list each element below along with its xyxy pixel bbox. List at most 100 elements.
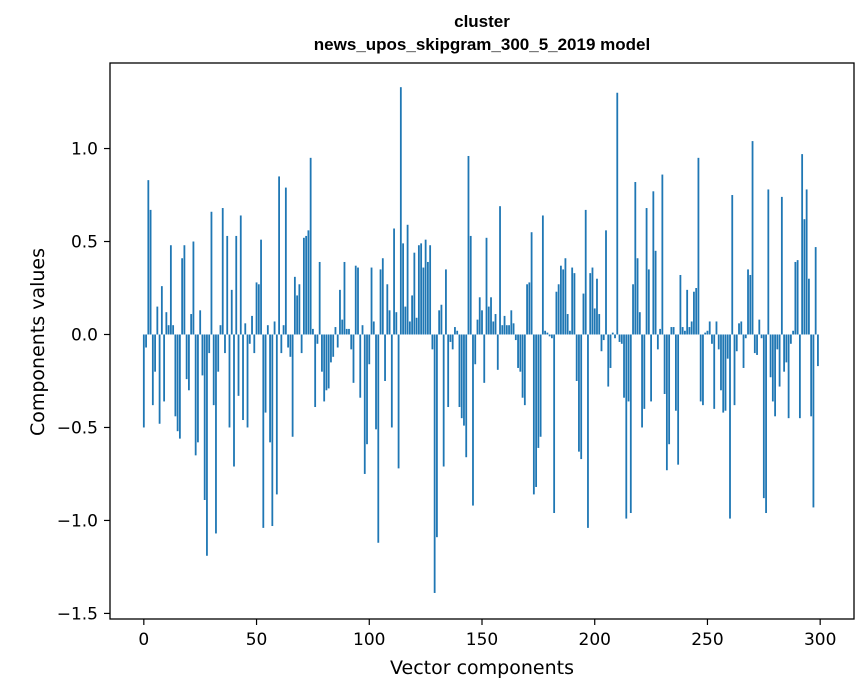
bar-65 [289, 334, 292, 357]
bar-86 [336, 334, 339, 348]
bar-94 [354, 265, 357, 335]
bar-99 [366, 334, 368, 445]
bar-292 [801, 154, 804, 335]
bar-146 [472, 334, 474, 506]
bar-123 [420, 243, 423, 335]
bar-4 [151, 334, 154, 406]
bar-20 [188, 334, 190, 391]
bar-279 [771, 334, 774, 402]
bar-254 [715, 321, 718, 335]
bar-189 [569, 330, 571, 335]
bar-220 [638, 312, 641, 335]
bar-182 [553, 334, 556, 514]
bar-107 [384, 334, 386, 381]
bar-74 [309, 157, 312, 335]
axes-group [109, 62, 855, 620]
bar-196 [584, 209, 587, 335]
bar-185 [560, 265, 562, 335]
x-tick-label: 50 [246, 630, 268, 650]
bar-15 [176, 334, 179, 432]
bar-108 [386, 284, 389, 335]
bar-31 [212, 334, 215, 406]
bar-1 [145, 334, 147, 348]
bar-161 [505, 325, 508, 335]
bar-280 [774, 334, 776, 417]
bar-239 [681, 327, 684, 335]
bar-151 [483, 334, 486, 383]
y-tick-label: −0.5 [57, 418, 98, 438]
bar-37 [226, 235, 229, 335]
bar-215 [627, 334, 630, 402]
bar-7 [158, 334, 161, 424]
bar-154 [490, 297, 492, 335]
bar-276 [765, 334, 767, 514]
bar-165 [514, 334, 517, 341]
bar-129 [433, 334, 436, 593]
bar-114 [399, 87, 402, 335]
bar-287 [789, 334, 792, 344]
bar-69 [298, 284, 301, 335]
bar-13 [172, 325, 175, 335]
bar-233 [668, 334, 671, 445]
bar-223 [645, 208, 648, 335]
bar-48 [251, 315, 253, 335]
bar-158 [499, 206, 501, 335]
bar-111 [393, 228, 395, 335]
bar-244 [693, 291, 695, 335]
bar-134 [445, 269, 447, 335]
bar-124 [422, 267, 425, 335]
bar-132 [440, 304, 443, 335]
bar-299 [817, 334, 819, 367]
bar-29 [208, 334, 211, 354]
bar-204 [602, 334, 605, 341]
bar-127 [429, 245, 432, 335]
bar-285 [785, 334, 788, 363]
bar-172 [530, 232, 533, 335]
bar-38 [228, 334, 231, 428]
bar-117 [406, 224, 409, 335]
bar-183 [555, 291, 558, 335]
bar-246 [697, 157, 700, 335]
bar-211 [618, 334, 621, 342]
bar-78 [318, 261, 321, 335]
bar-202 [598, 314, 601, 335]
bar-32 [215, 334, 217, 534]
bar-286 [787, 334, 790, 419]
bar-55 [266, 325, 269, 335]
bar-250 [706, 330, 709, 335]
bar-112 [395, 312, 398, 335]
bar-16 [178, 334, 181, 439]
x-tick-label: 150 [466, 630, 498, 650]
bar-231 [663, 334, 666, 394]
bar-270 [751, 141, 754, 335]
bar-265 [740, 321, 743, 335]
bar-131 [438, 310, 441, 335]
bar-184 [557, 284, 560, 335]
bar-153 [487, 306, 490, 335]
bar-121 [415, 317, 418, 335]
bar-64 [287, 334, 290, 348]
bar-89 [343, 261, 346, 335]
bar-100 [368, 334, 371, 365]
y-ticks: −1.5 −1.0 −0.5 0.0 0.5 1.0 [57, 140, 110, 624]
bar-191 [573, 273, 576, 335]
bar-174 [535, 334, 538, 487]
bar-200 [593, 308, 596, 335]
bar-266 [742, 334, 745, 368]
plot-frame [109, 62, 855, 620]
chart-title-line-1: cluster [454, 12, 510, 31]
bar-66 [291, 334, 294, 437]
bar-51 [257, 284, 260, 335]
bar-147 [474, 334, 477, 365]
bar-92 [350, 334, 353, 350]
bar-12 [169, 245, 172, 335]
bar-238 [679, 274, 682, 335]
bar-212 [620, 334, 623, 344]
bar-21 [190, 314, 193, 335]
y-tick-label: 0.0 [71, 325, 98, 345]
x-tick-label: 300 [804, 630, 836, 650]
bar-76 [314, 334, 317, 408]
bar-106 [381, 258, 384, 335]
bar-235 [672, 327, 675, 335]
